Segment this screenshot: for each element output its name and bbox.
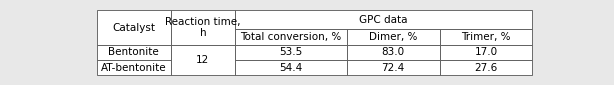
Bar: [440, 29, 532, 45]
Text: 27.6: 27.6: [475, 63, 497, 73]
Text: 83.0: 83.0: [382, 47, 405, 57]
Text: Reaction time,
h: Reaction time, h: [165, 17, 241, 38]
Text: Dimer, %: Dimer, %: [369, 32, 418, 42]
Bar: [97, 45, 171, 60]
Bar: [347, 60, 440, 75]
Text: AT-bentonite: AT-bentonite: [101, 63, 166, 73]
Bar: [440, 60, 532, 75]
Text: Bentonite: Bentonite: [109, 47, 159, 57]
Text: 12: 12: [196, 55, 209, 65]
Bar: [171, 10, 235, 45]
Bar: [347, 45, 440, 60]
Bar: [440, 45, 532, 60]
Bar: [235, 60, 347, 75]
Bar: [235, 10, 532, 29]
Text: Total conversion, %: Total conversion, %: [240, 32, 341, 42]
Bar: [347, 29, 440, 45]
Text: GPC data: GPC data: [359, 15, 408, 25]
Text: Catalyst: Catalyst: [112, 23, 155, 33]
Text: 17.0: 17.0: [475, 47, 497, 57]
Bar: [171, 45, 235, 75]
Text: 53.5: 53.5: [279, 47, 303, 57]
Text: Trimer, %: Trimer, %: [461, 32, 511, 42]
Bar: [97, 60, 171, 75]
Text: 54.4: 54.4: [279, 63, 303, 73]
Bar: [235, 29, 347, 45]
Bar: [235, 45, 347, 60]
Text: 72.4: 72.4: [381, 63, 405, 73]
Bar: [97, 10, 171, 45]
